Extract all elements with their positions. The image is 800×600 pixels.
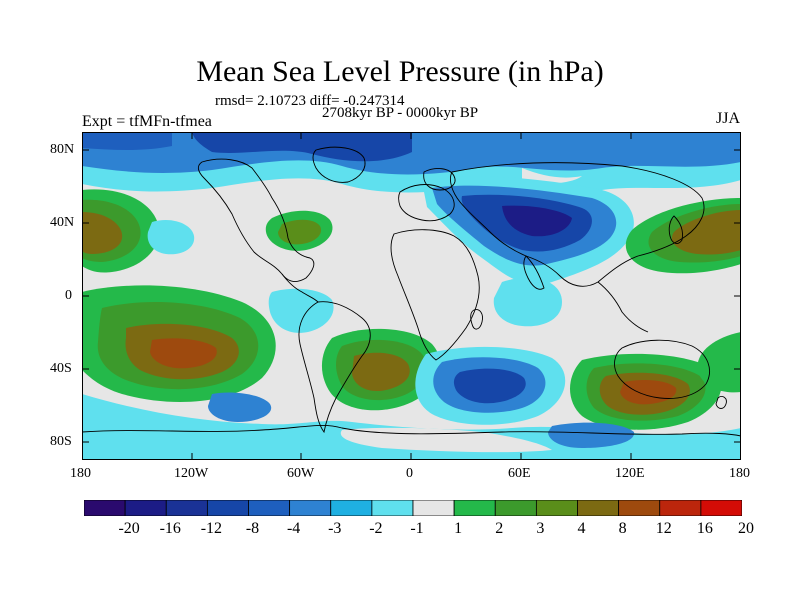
cyan-patch-indian-ocean [493, 277, 562, 327]
colorbar-label: 8 [618, 520, 627, 537]
colorbar-swatch [124, 500, 167, 516]
colorbar-label: -20 [118, 520, 140, 537]
colorbar-label: -1 [410, 520, 424, 537]
south-indian-low-core [453, 368, 526, 404]
arctic-light-patch [522, 168, 582, 184]
europe-coast [398, 184, 455, 222]
rmsd-diff-stats: rmsd= 2.10723 diff= -0.247314 [215, 93, 405, 109]
colorbar-label: 1 [454, 520, 463, 537]
colorbar-swatch [659, 500, 702, 516]
antarctic-light [340, 427, 552, 453]
colorbar-label: -16 [159, 520, 181, 537]
colorbar-swatch [412, 500, 455, 516]
southeast-asia-coast [597, 281, 649, 333]
colorbar-swatch [700, 500, 742, 516]
colorbar-swatch [248, 500, 291, 516]
japan-coast [668, 215, 683, 244]
colorbar-swatch [84, 500, 126, 516]
antarctica-coast [82, 424, 741, 437]
lon-label-0: 0 [406, 466, 413, 481]
colorbar-label: 20 [738, 520, 754, 537]
colorbar-label: -8 [245, 520, 260, 537]
colorbar-swatch [453, 500, 496, 516]
colorbar-label: -2 [369, 520, 383, 537]
asia-coast [449, 162, 705, 287]
colorbar-swatch [165, 500, 208, 516]
lat-label-80n: 80N [50, 142, 75, 157]
colorbar-swatch [371, 500, 414, 516]
colorbar-label: -3 [328, 520, 342, 537]
southern-ocean-blue-1 [208, 392, 272, 422]
india-coast [523, 255, 545, 290]
lat-label-40s: 40S [50, 361, 72, 376]
lon-label-120e: 120E [615, 466, 645, 481]
south-atlantic-high-core [352, 352, 410, 392]
lat-label-40n: 40N [50, 215, 75, 230]
arctic-low-core-2 [82, 132, 172, 150]
north-america-coast [197, 158, 315, 282]
colorbar-swatch [577, 500, 620, 516]
colorbar-swatch [535, 500, 578, 516]
us-atlantic-high-core [278, 219, 322, 245]
south-pacific-high-core [150, 338, 217, 369]
colorbar-label: 12 [655, 520, 672, 537]
asian-low-deep [502, 205, 572, 237]
lat-label-0: 0 [65, 288, 72, 303]
colorbar-swatch [494, 500, 537, 516]
colorbar-swatch [330, 500, 373, 516]
greenland-coast [312, 146, 366, 183]
pressure-anomaly-map [82, 132, 741, 460]
lon-label-60w: 60W [287, 466, 315, 481]
australia-coast [614, 339, 710, 399]
season-label: JJA [716, 110, 741, 127]
lat-label-80s: 80S [50, 434, 72, 449]
colorbar-label: -12 [200, 520, 223, 537]
scandinavia-coast [423, 168, 456, 191]
colorbar-label: 16 [696, 520, 713, 537]
colorbar-label: 2 [495, 520, 504, 537]
lon-label-120w: 120W [174, 466, 209, 481]
africa-coast [390, 229, 480, 361]
lon-label-60e: 60E [508, 466, 531, 481]
southern-ocean-blue-2 [548, 422, 635, 448]
colorbar [84, 500, 742, 516]
colorbar-swatch [289, 500, 332, 516]
south-america-coast [298, 301, 371, 434]
colorbar-labels: -20 -16 -12 -8 -4 -3 -2 -1 1 2 3 4 8 12 16 20 [84, 520, 754, 542]
new-zealand-coast [715, 395, 727, 409]
lon-label-180-left: 180 [70, 466, 91, 481]
madagascar-coast [470, 309, 483, 330]
colorbar-label: -4 [286, 520, 301, 537]
colorbar-label: 3 [536, 520, 545, 537]
axis-ticks [82, 132, 741, 460]
arctic-low-core [192, 132, 412, 162]
colorbar-swatch [206, 500, 249, 516]
north-pacific-high-east-core [671, 210, 741, 255]
central-america-coast [281, 273, 319, 303]
north-pacific-high-west-core [82, 212, 123, 254]
map-title: Mean Sea Level Pressure (in hPa) [196, 55, 604, 88]
time-period: 2708kyr BP - 0000kyr BP [322, 105, 479, 121]
lon-label-180-right: 180 [729, 466, 750, 481]
cyan-patch-central-atlantic [268, 288, 334, 333]
experiment-label: Expt = tfMFn-tfmea [82, 113, 212, 130]
colorbar-swatch [618, 500, 661, 516]
colorbar-label: 4 [577, 520, 586, 537]
cyan-patch-pacific [147, 219, 195, 255]
coastlines [82, 146, 741, 437]
se-pacific-high-edge [697, 332, 741, 393]
